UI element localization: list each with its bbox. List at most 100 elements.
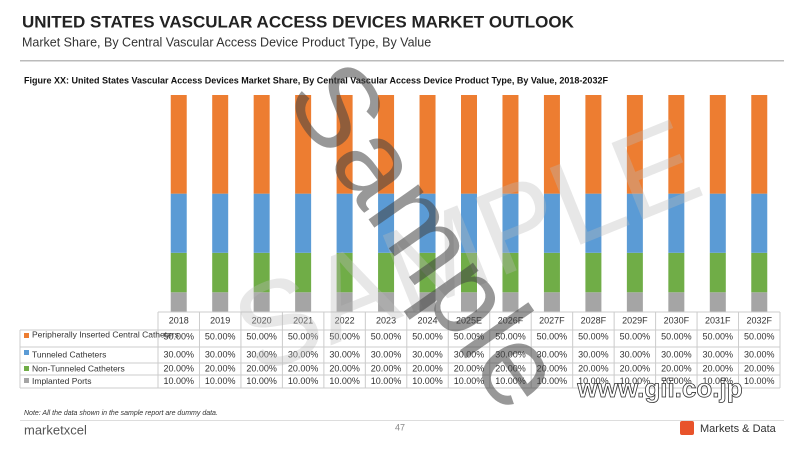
bar-segment — [419, 292, 436, 312]
x-tick-label: 2018 — [169, 315, 189, 325]
value-label: 10.00% — [578, 376, 609, 386]
bar-segment — [709, 95, 726, 194]
bar-segment — [585, 95, 602, 194]
rule — [20, 60, 784, 62]
value-label: 20.00% — [163, 363, 194, 373]
x-tick-label: 2029F — [622, 315, 648, 325]
value-label: 30.00% — [495, 349, 526, 359]
value-label: 10.00% — [744, 376, 775, 386]
bar-segment — [626, 292, 643, 312]
bar-segment — [336, 292, 353, 312]
value-label: 30.00% — [744, 349, 775, 359]
x-tick-label: 2031F — [705, 315, 731, 325]
value-label: 20.00% — [578, 363, 609, 373]
legend-swatch — [24, 333, 29, 338]
value-label: 50.00% — [205, 331, 236, 341]
value-label: 10.00% — [329, 376, 360, 386]
value-label: 20.00% — [454, 363, 485, 373]
bar-segment — [461, 252, 477, 293]
x-tick-label: 2025E — [456, 315, 482, 325]
bar-segment — [585, 292, 602, 312]
value-label: 10.00% — [163, 376, 194, 386]
bar-segment — [419, 252, 436, 293]
x-tick-label: 2026F — [498, 315, 524, 325]
bar-segment — [543, 252, 560, 293]
bar-segment — [626, 252, 643, 293]
value-label: 30.00% — [537, 349, 568, 359]
value-label: 20.00% — [620, 363, 651, 373]
bar-segment — [709, 292, 726, 312]
bar-segment — [170, 193, 187, 253]
value-label: 50.00% — [495, 331, 526, 341]
value-label: 30.00% — [205, 349, 236, 359]
note: Note: All the data shown in the sample r… — [24, 410, 218, 417]
bar-segment — [751, 252, 768, 293]
value-label: 30.00% — [163, 349, 194, 359]
bar-segment — [585, 252, 602, 293]
bar-segment — [170, 292, 187, 312]
bar-segment — [461, 292, 477, 312]
value-label: 50.00% — [412, 331, 443, 341]
bar-segment — [212, 95, 229, 194]
page-title: UNITED STATES VASCULAR ACCESS DEVICES MA… — [22, 12, 575, 31]
x-tick-label: 2027F — [539, 315, 565, 325]
chart: 2018 2019 2020 2021 2022 2023 2024 2025E 2026F 20… — [19, 95, 781, 389]
bar-segment — [543, 292, 560, 312]
x-tick-label: 2028F — [581, 315, 607, 325]
legend-label: Tunneled Catheters — [32, 349, 106, 359]
bar-segment — [461, 95, 477, 194]
legend-label: Non-Tunneled Catheters — [32, 363, 125, 373]
legend-label: Implanted Ports — [32, 376, 92, 386]
value-label: 50.00% — [661, 331, 692, 341]
value-label: 20.00% — [537, 363, 568, 373]
bar-segment — [419, 193, 436, 253]
bar-segment — [378, 95, 395, 194]
bar-segment — [295, 292, 312, 312]
bar-segment — [212, 292, 229, 312]
bar-segment — [419, 95, 436, 194]
bar-segment — [668, 252, 685, 293]
value-label: 10.00% — [371, 376, 402, 386]
bar-segment — [461, 193, 477, 253]
legend-swatch — [24, 366, 29, 371]
partner-icon — [680, 421, 694, 435]
value-label: 50.00% — [329, 331, 360, 341]
bar-segment — [751, 193, 768, 253]
bar-segment — [212, 252, 229, 293]
bar-segment — [543, 95, 560, 194]
x-tick-label: 2021 — [293, 315, 313, 325]
bar-segment — [295, 95, 312, 194]
bar-segment — [668, 292, 685, 312]
value-label: 30.00% — [329, 349, 360, 359]
bar-segment — [253, 292, 270, 312]
x-tick-label: 2022 — [335, 315, 355, 325]
value-label: 50.00% — [620, 331, 651, 341]
value-label: 30.00% — [371, 349, 402, 359]
value-label: 10.00% — [205, 376, 236, 386]
x-tick-label: 2023 — [376, 315, 396, 325]
value-label: 10.00% — [661, 376, 692, 386]
legend-swatch — [24, 350, 29, 355]
bar-segment — [668, 193, 685, 253]
value-label: 10.00% — [412, 376, 443, 386]
bar-segment — [751, 95, 768, 194]
bar-segment — [709, 193, 726, 253]
value-label: 50.00% — [744, 331, 775, 341]
bar-segment — [170, 252, 187, 293]
value-label: 20.00% — [744, 363, 775, 373]
chart-title: Figure XX: United States Vascular Access… — [24, 75, 608, 85]
legend-swatch — [24, 378, 29, 383]
value-label: 50.00% — [578, 331, 609, 341]
value-label: 50.00% — [703, 331, 734, 341]
bar-segment — [336, 252, 353, 293]
value-label: 20.00% — [703, 363, 734, 373]
value-label: 20.00% — [288, 363, 319, 373]
rule — [20, 420, 784, 421]
value-label: 20.00% — [246, 363, 277, 373]
value-label: 10.00% — [454, 376, 485, 386]
value-label: 10.00% — [495, 376, 526, 386]
value-label: 20.00% — [495, 363, 526, 373]
value-label: 20.00% — [412, 363, 443, 373]
page-subtitle: Market Share, By Central Vascular Access… — [22, 35, 431, 49]
x-tick-label: 2032F — [747, 315, 773, 325]
